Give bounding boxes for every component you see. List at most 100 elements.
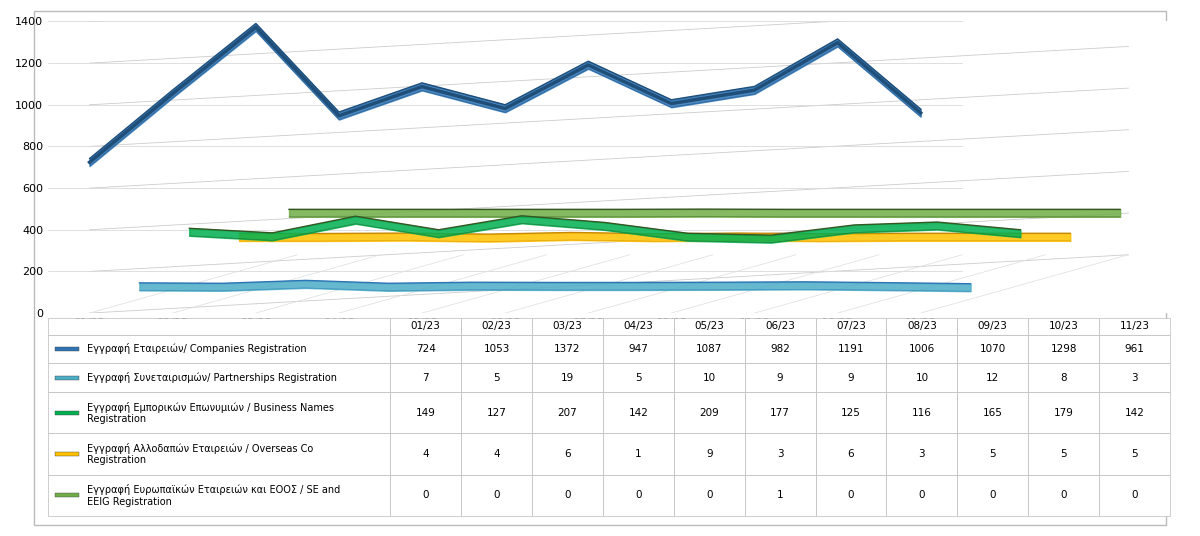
Text: 4: 4 [422,449,428,459]
Bar [390,363,461,392]
Bar [532,392,602,434]
Text: 5: 5 [635,373,642,383]
Bar [55,347,79,351]
Text: Εγγραφή Εταιρειών/ Companies Registration: Εγγραφή Εταιρειών/ Companies Registratio… [88,344,307,354]
Text: Εγγραφή Συνεταιρισμών/ Partnerships Registration: Εγγραφή Συνεταιρισμών/ Partnerships Regi… [88,373,337,383]
Bar [958,363,1028,392]
Text: 127: 127 [487,408,506,418]
Bar [887,392,958,434]
Text: 1372: 1372 [554,344,581,354]
Bar [602,475,673,516]
Bar [958,434,1028,475]
Text: 07/23: 07/23 [836,321,866,331]
Text: 08/23: 08/23 [907,321,937,331]
Text: Εγγραφή Αλλοδαπών Εταιρειών / Overseas Co
Registration: Εγγραφή Αλλοδαπών Εταιρειών / Overseas C… [88,443,313,465]
Text: 0: 0 [990,490,996,500]
Text: 02/23: 02/23 [481,321,511,331]
Text: 12: 12 [986,373,1000,383]
Text: 0: 0 [493,490,499,500]
Bar [602,363,673,392]
Text: 01/23: 01/23 [410,321,440,331]
Bar [461,318,532,334]
Bar [958,318,1028,334]
Bar [887,434,958,475]
Text: 0: 0 [1061,490,1067,500]
Text: 9: 9 [847,373,854,383]
Text: 1191: 1191 [838,344,864,354]
Text: 19: 19 [560,373,574,383]
Bar [887,363,958,392]
Text: 5: 5 [1132,449,1138,459]
Text: 165: 165 [983,408,1003,418]
Bar [887,334,958,363]
Bar [390,475,461,516]
Text: 10/23: 10/23 [1049,321,1079,331]
Bar [1099,434,1170,475]
Bar [48,392,390,434]
Bar [1028,318,1099,334]
Text: 09/23: 09/23 [978,321,1008,331]
Bar [816,318,887,334]
Bar [390,434,461,475]
Bar [887,318,958,334]
Bar [532,434,602,475]
Bar [745,363,816,392]
Bar [673,363,745,392]
Bar [390,392,461,434]
Bar [1099,475,1170,516]
Bar [1028,363,1099,392]
Bar [745,475,816,516]
Text: 0: 0 [422,490,428,500]
Bar [816,363,887,392]
Text: 125: 125 [841,408,860,418]
Bar [673,475,745,516]
Text: 3: 3 [918,449,925,459]
Bar [602,334,673,363]
Text: 6: 6 [847,449,854,459]
Text: 9: 9 [706,449,713,459]
Text: 0: 0 [847,490,854,500]
Bar [673,318,745,334]
Text: 5: 5 [493,373,500,383]
Bar [48,318,390,334]
Text: 142: 142 [629,408,648,418]
Text: 5: 5 [990,449,996,459]
Bar [1028,475,1099,516]
Bar [816,392,887,434]
Bar [673,392,745,434]
Text: 5: 5 [1061,449,1067,459]
Bar [55,452,79,456]
Text: 961: 961 [1124,344,1145,354]
Bar [48,475,390,516]
Text: 03/23: 03/23 [552,321,582,331]
Text: 1087: 1087 [696,344,722,354]
Bar [816,475,887,516]
Bar [1099,392,1170,434]
Bar [958,392,1028,434]
Bar [745,434,816,475]
Text: 116: 116 [912,408,932,418]
Bar [461,334,532,363]
Bar [887,475,958,516]
Text: 724: 724 [415,344,436,354]
Text: 0: 0 [706,490,713,500]
Text: 10: 10 [703,373,715,383]
Text: 10: 10 [916,373,929,383]
Bar [602,392,673,434]
Text: 0: 0 [564,490,571,500]
Text: 1070: 1070 [979,344,1006,354]
Text: 179: 179 [1054,408,1074,418]
Text: 04/23: 04/23 [623,321,653,331]
Bar [745,334,816,363]
Bar [55,411,79,415]
Bar [816,334,887,363]
Bar [958,475,1028,516]
Bar [48,363,390,392]
Text: Εγγραφή Ευρωπαϊκών Εταιρειών και ΕΟΟΣ / SE and
EEIG Registration: Εγγραφή Ευρωπαϊκών Εταιρειών και ΕΟΟΣ / … [88,484,341,507]
Bar [390,334,461,363]
Bar [1099,318,1170,334]
Bar [958,334,1028,363]
Text: 4: 4 [493,449,500,459]
Text: 1: 1 [776,490,784,500]
Bar [1099,334,1170,363]
